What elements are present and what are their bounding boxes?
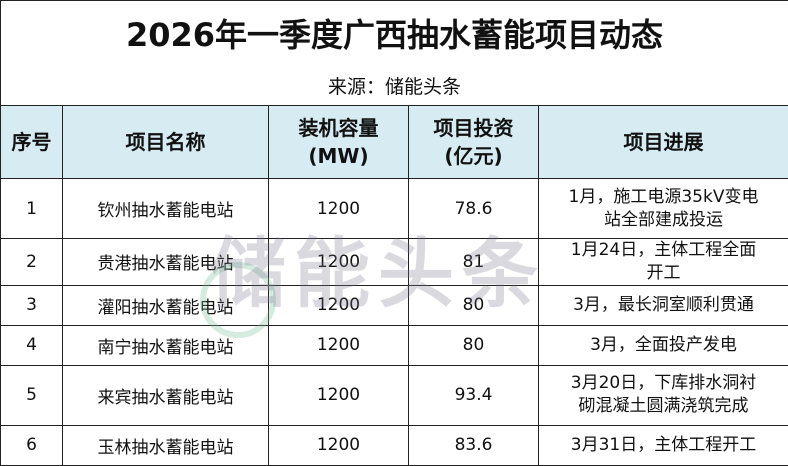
table-cell: 钦州抽水蓄能电站 bbox=[63, 179, 269, 239]
table-cell: 1200 bbox=[269, 365, 409, 425]
table-cell: 南宁抽水蓄能电站 bbox=[63, 325, 269, 365]
table-cell: 1月24日，主体工程全面开工 bbox=[539, 239, 788, 286]
table-cell: 93.4 bbox=[409, 365, 539, 425]
table-cell: 3月，全面投产发电 bbox=[539, 325, 788, 365]
table-title: 2026年一季度广西抽水蓄能项目动态 bbox=[1, 1, 788, 66]
source-note: 来源：储能头条 bbox=[1, 65, 788, 106]
table-cell: 1 bbox=[1, 179, 63, 239]
table-cell: 1200 bbox=[269, 325, 409, 365]
header-line: 装机容量 bbox=[269, 114, 408, 142]
progress-text: 1月，施工电源35kV变电站全部建成投运 bbox=[566, 186, 762, 232]
progress-text: 3月，最长洞室顺利贯通 bbox=[573, 294, 754, 317]
table-cell: 3月，最长洞室顺利贯通 bbox=[539, 285, 788, 325]
table-cell: 玉林抽水蓄能电站 bbox=[63, 425, 269, 465]
table-cell: 83.6 bbox=[409, 425, 539, 465]
progress-text: 3月31日，主体工程开工 bbox=[571, 434, 756, 457]
progress-text: 1月24日，主体工程全面开工 bbox=[566, 239, 762, 285]
table-cell: 来宾抽水蓄能电站 bbox=[63, 365, 269, 425]
column-header: 项目名称 bbox=[63, 106, 269, 179]
table-cell: 1200 bbox=[269, 285, 409, 325]
table-cell: 80 bbox=[409, 325, 539, 365]
table-cell: 1月，施工电源35kV变电站全部建成投运 bbox=[539, 179, 788, 239]
table-cell: 80 bbox=[409, 285, 539, 325]
table-cell: 1200 bbox=[269, 425, 409, 465]
column-header: 项目投资(亿元) bbox=[409, 106, 539, 179]
header-line: 项目名称 bbox=[63, 128, 268, 156]
table-cell: 3月31日，主体工程开工 bbox=[539, 425, 788, 465]
table-cell: 5 bbox=[1, 365, 63, 425]
header-row: 序号项目名称装机容量(MW)项目投资(亿元)项目进展 bbox=[1, 106, 788, 179]
column-header: 序号 bbox=[1, 106, 63, 179]
table-cell: 3 bbox=[1, 285, 63, 325]
header-line: 序号 bbox=[1, 128, 62, 156]
column-header: 项目进展 bbox=[539, 106, 788, 179]
header-line: (MW) bbox=[269, 142, 408, 170]
header-line: (亿元) bbox=[409, 142, 538, 170]
table-cell: 2 bbox=[1, 239, 63, 286]
header-line: 项目进展 bbox=[539, 128, 788, 156]
column-header: 装机容量(MW) bbox=[269, 106, 409, 179]
table-cell: 6 bbox=[1, 425, 63, 465]
header-line: 项目投资 bbox=[409, 114, 538, 142]
progress-text: 3月，全面投产发电 bbox=[590, 334, 737, 357]
table-cell: 1200 bbox=[269, 179, 409, 239]
table-cell: 3月20日，下库排水洞衬砌混凝土圆满浇筑完成 bbox=[539, 365, 788, 425]
table-cell: 4 bbox=[1, 325, 63, 365]
table-cell: 灌阳抽水蓄能电站 bbox=[63, 285, 269, 325]
table-cell: 1200 bbox=[269, 239, 409, 286]
table-cell: 78.6 bbox=[409, 179, 539, 239]
table-cell: 81 bbox=[409, 239, 539, 286]
progress-text: 3月20日，下库排水洞衬砌混凝土圆满浇筑完成 bbox=[566, 372, 762, 418]
table-cell: 贵港抽水蓄能电站 bbox=[63, 239, 269, 286]
